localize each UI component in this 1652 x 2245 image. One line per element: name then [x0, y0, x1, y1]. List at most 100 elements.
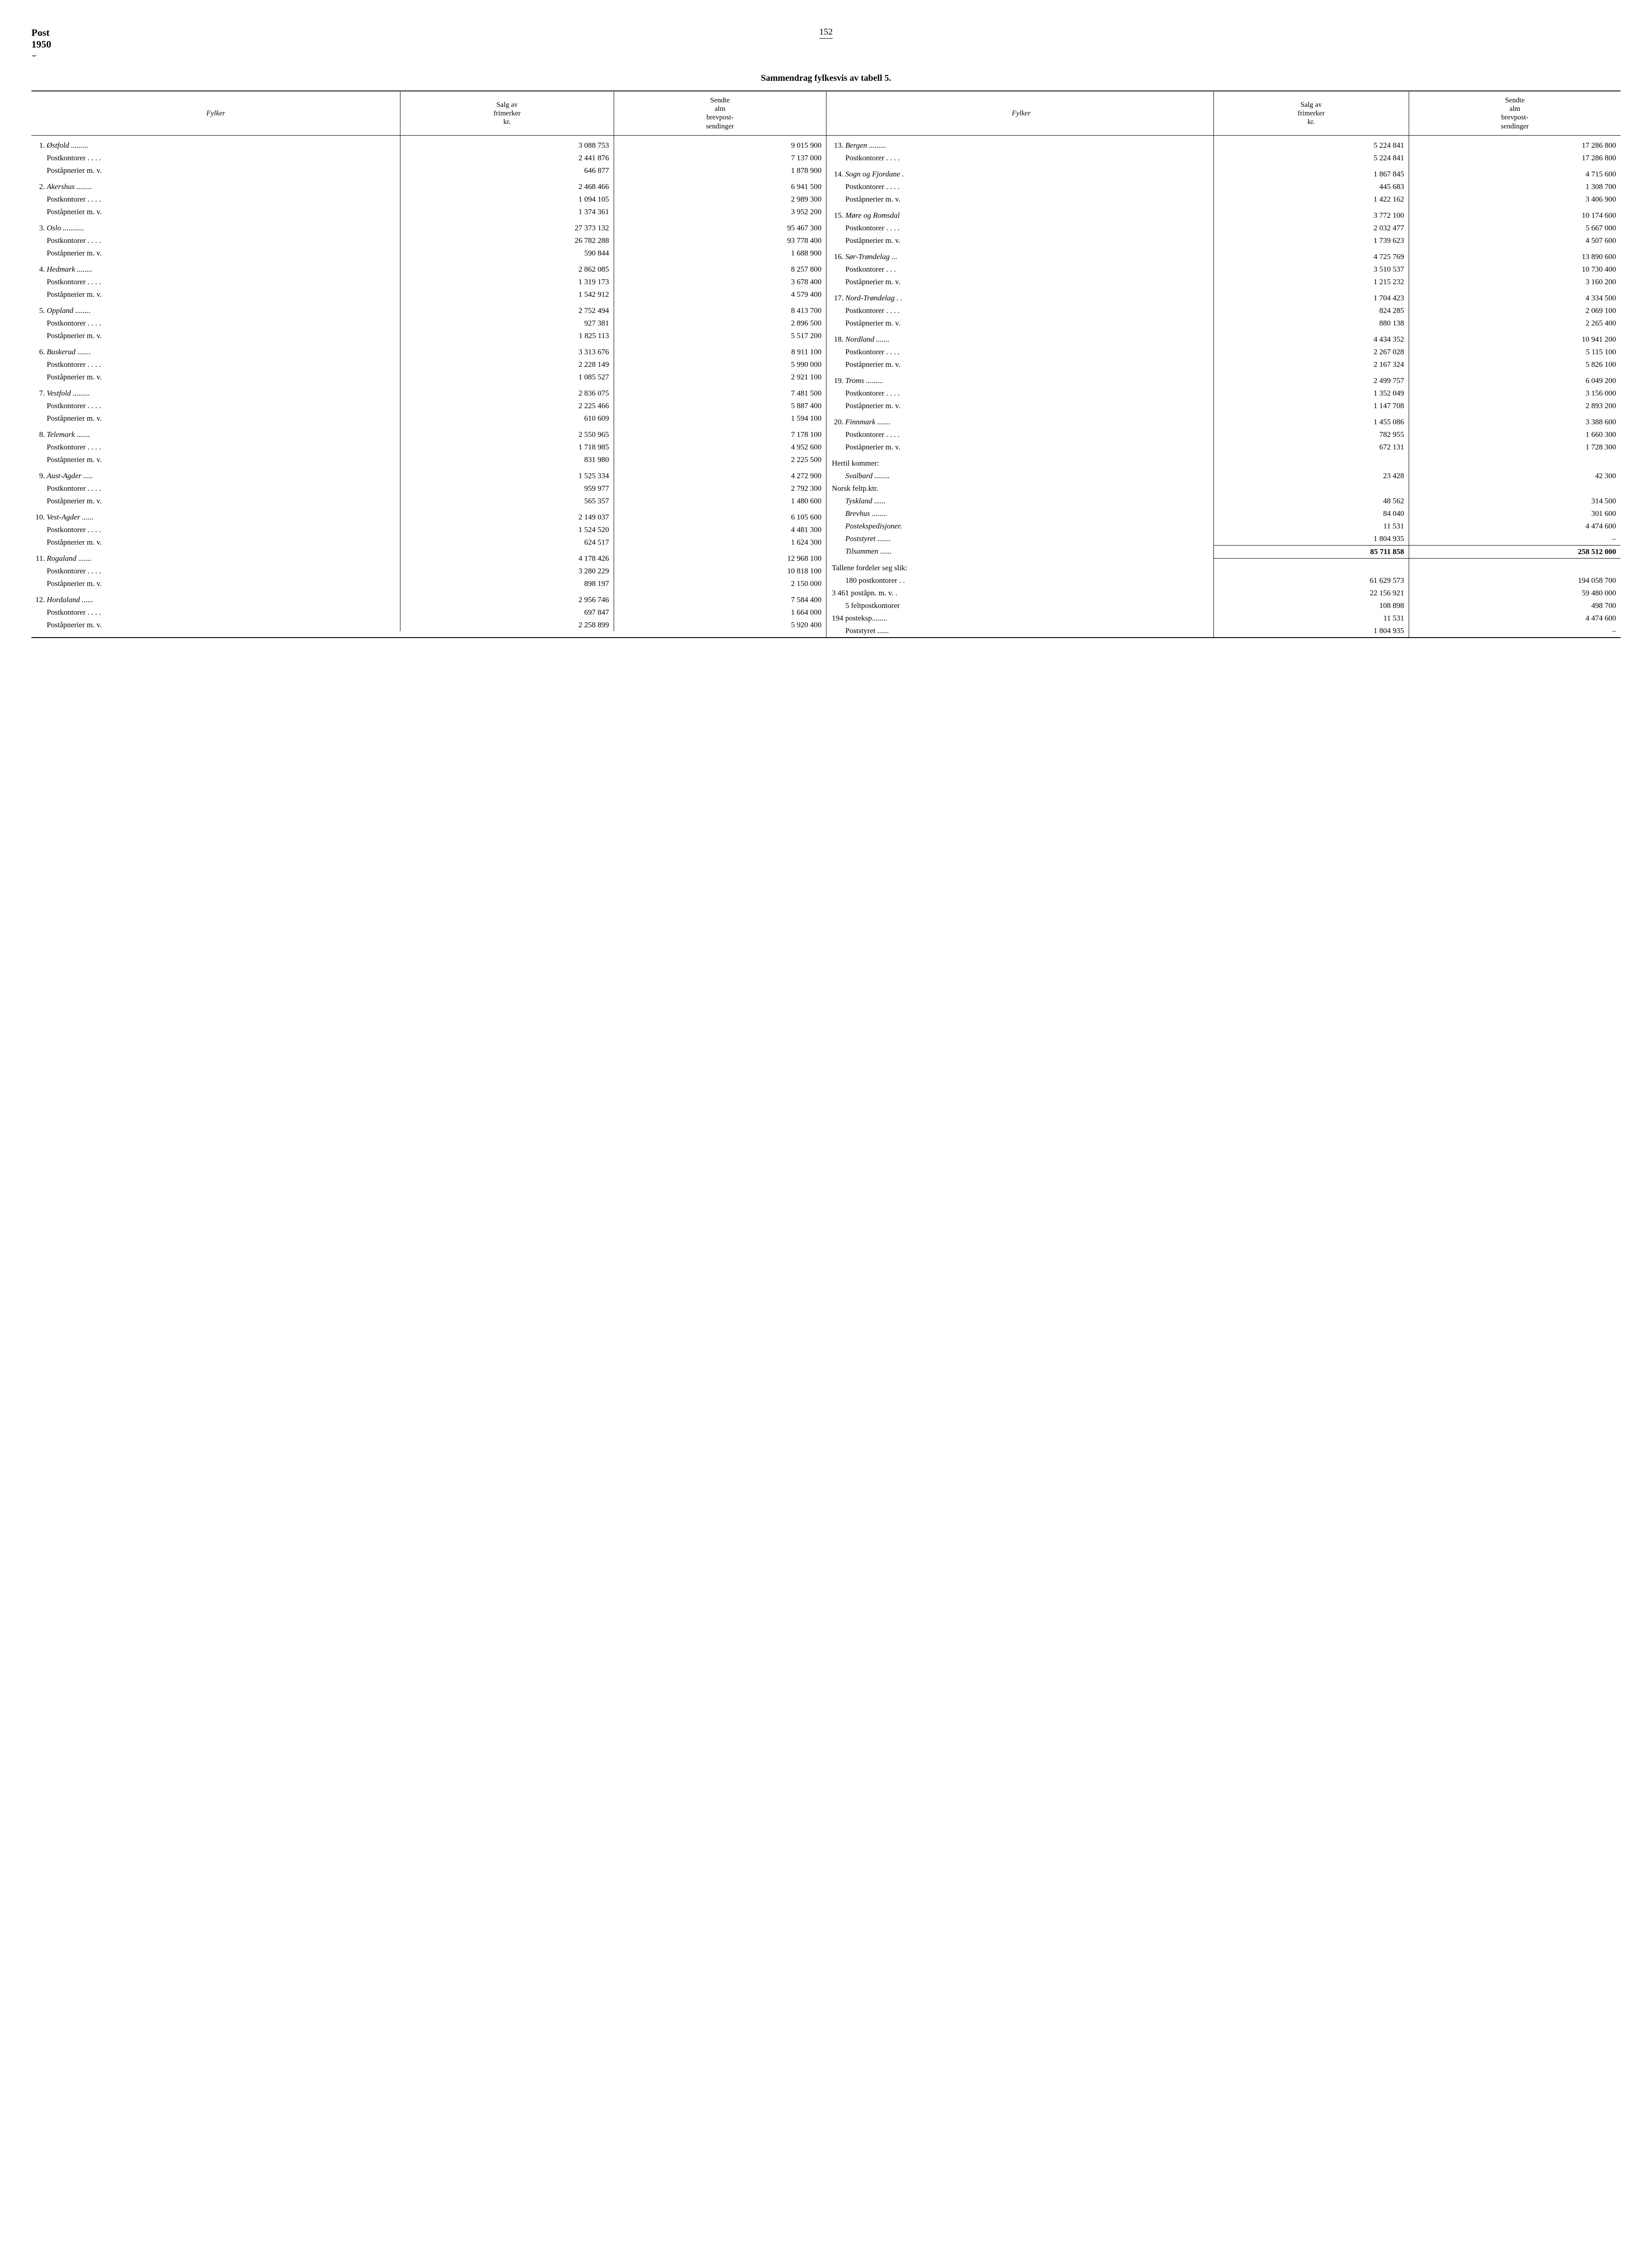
row-label: Poståpnerier m. v.	[826, 317, 1214, 330]
row-value-salg: 824 285	[1213, 304, 1409, 317]
row-value-salg: 2 167 324	[1213, 358, 1409, 371]
table-row: 10.Vest-Agder ......2 149 0376 105 600	[31, 507, 826, 524]
row-value-sendte: 10 730 400	[1409, 263, 1621, 276]
row-value-sendte: 301 600	[1409, 507, 1621, 520]
row-label: Postkontorer . . . .	[826, 222, 1214, 234]
row-value-salg: 2 752 494	[400, 301, 614, 317]
row-value-sendte: 59 480 000	[1409, 587, 1621, 599]
row-value-salg: 898 197	[400, 577, 614, 590]
table-row: 194 posteksp........11 5314 474 600	[826, 612, 1621, 625]
row-value-sendte: 7 178 100	[614, 425, 826, 441]
table-row: Hertil kommer:	[826, 453, 1621, 470]
row-value-salg: 1 094 105	[400, 193, 614, 206]
row-value-sendte: 2 921 100	[614, 371, 826, 383]
row-value-sendte: 42 300	[1409, 470, 1621, 482]
col-head-sendte-r: Sendte alm brevpost- sendinger	[1409, 92, 1621, 135]
row-label: Poststyret ......	[826, 625, 1214, 637]
row-value-salg: 2 550 965	[400, 425, 614, 441]
row-label: Postkontorer . . . .	[31, 482, 400, 495]
table-row: 6.Buskerud .......3 313 6768 911 100	[31, 342, 826, 358]
row-value-salg: 3 313 676	[400, 342, 614, 358]
row-value-sendte: 3 388 600	[1409, 412, 1621, 428]
swoosh-icon: ⌣	[31, 50, 51, 60]
row-label: 4.Hedmark ........	[31, 260, 400, 276]
row-value-salg: 2 258 899	[400, 619, 614, 631]
row-value-salg: 1 867 845	[1213, 164, 1409, 180]
row-label: 5 feltpostkontorer	[826, 599, 1214, 612]
row-value-sendte: 5 517 200	[614, 330, 826, 342]
row-label: 10.Vest-Agder ......	[31, 507, 400, 524]
label-post: Post	[31, 27, 51, 39]
row-value-salg: 108 898	[1213, 599, 1409, 612]
row-label: Poståpnerier m. v.	[826, 276, 1214, 288]
row-value-sendte: 4 715 600	[1409, 164, 1621, 180]
table-row: Poståpnerier m. v.565 3571 480 600	[31, 495, 826, 507]
row-label: 2.Akershus ........	[31, 177, 400, 193]
row-value-salg: 1 422 162	[1213, 193, 1409, 206]
table-row: Poståpnerier m. v.646 8771 878 900	[31, 164, 826, 177]
row-value-sendte: 5 887 400	[614, 400, 826, 412]
row-label: Postkontorer . . . .	[826, 387, 1214, 400]
row-value-sendte: 12 968 100	[614, 549, 826, 565]
col-head-sendte: Sendte alm brevpost- sendinger	[614, 92, 826, 135]
row-value-salg: 1 085 527	[400, 371, 614, 383]
row-value-salg: 590 844	[400, 247, 614, 260]
row-value-salg: 61 629 573	[1213, 574, 1409, 587]
row-value-salg: 1 215 232	[1213, 276, 1409, 288]
row-value-salg: 1 455 086	[1213, 412, 1409, 428]
row-label: Poståpnerier m. v.	[31, 495, 400, 507]
table-row: Postkontorer . . .3 510 53710 730 400	[826, 263, 1621, 276]
row-value-sendte: 2 069 100	[1409, 304, 1621, 317]
row-value-sendte: 4 952 600	[614, 441, 826, 453]
row-value-sendte: 2 265 400	[1409, 317, 1621, 330]
row-value-salg: 1 739 623	[1213, 234, 1409, 247]
row-value-sendte: 93 778 400	[614, 234, 826, 247]
row-value-salg: 672 131	[1213, 441, 1409, 453]
right-column: Fylker Salg av frimerker kr. Sendte alm …	[826, 92, 1621, 637]
table-row: Poståpnerier m. v.1 085 5272 921 100	[31, 371, 826, 383]
table-row: Poståpnerier m. v.2 167 3245 826 100	[826, 358, 1621, 371]
row-value-sendte: 10 818 100	[614, 565, 826, 577]
table-row: Postkontorer . . . .1 352 0493 156 000	[826, 387, 1621, 400]
row-value-sendte: 17 286 800	[1409, 152, 1621, 164]
row-value-salg: 3 280 229	[400, 565, 614, 577]
table-row: Poståpnerier m. v.1 542 9124 579 400	[31, 288, 826, 301]
row-value-sendte: 2 792 300	[614, 482, 826, 495]
row-value-salg	[1213, 482, 1409, 495]
table-row: Poståpnerier m. v.624 5171 624 300	[31, 536, 826, 549]
row-value-sendte: 3 156 000	[1409, 387, 1621, 400]
row-value-sendte: 3 678 400	[614, 276, 826, 288]
row-value-sendte: 2 225 500	[614, 453, 826, 466]
row-label: 18.Nordland .......	[826, 330, 1214, 346]
row-value-sendte: 13 890 600	[1409, 247, 1621, 263]
row-value-salg: 1 524 520	[400, 524, 614, 536]
row-value-salg: 11 531	[1213, 612, 1409, 625]
row-value-sendte: 1 878 900	[614, 164, 826, 177]
row-value-sendte: 8 911 100	[614, 342, 826, 358]
row-label: 9.Aust-Agder .....	[31, 466, 400, 482]
row-label: 17.Nord-Trøndelag . .	[826, 288, 1214, 304]
row-label: Tyskland ......	[826, 495, 1214, 507]
row-label: Poståpnerier m. v.	[826, 400, 1214, 412]
row-value-salg: 2 032 477	[1213, 222, 1409, 234]
row-value-salg: 84 040	[1213, 507, 1409, 520]
row-value-sendte: 1 480 600	[614, 495, 826, 507]
table-row: Poståpnerier m. v.590 8441 688 900	[31, 247, 826, 260]
row-value-salg: 927 381	[400, 317, 614, 330]
row-value-salg: 2 956 746	[400, 590, 614, 606]
row-label: 14.Sogn og Fjordane .	[826, 164, 1214, 180]
table-row: 19.Troms .........2 499 7576 049 200	[826, 371, 1621, 387]
row-label: Postkontorer . . . .	[826, 304, 1214, 317]
row-label: Poståpnerier m. v.	[31, 247, 400, 260]
row-value-salg	[1213, 453, 1409, 470]
row-value-salg: 2 468 466	[400, 177, 614, 193]
table-row: Postkontorer . . . .1 718 9854 952 600	[31, 441, 826, 453]
row-value-salg: 782 955	[1213, 428, 1409, 441]
row-value-salg: 5 224 841	[1213, 135, 1409, 152]
row-value-sendte: 3 160 200	[1409, 276, 1621, 288]
row-label: Postkontorer . . . .	[31, 152, 400, 164]
table-row: Poståpnerier m. v.1 215 2323 160 200	[826, 276, 1621, 288]
row-value-sendte: 6 105 600	[614, 507, 826, 524]
row-value-salg: 4 178 426	[400, 549, 614, 565]
row-value-sendte: 6 941 500	[614, 177, 826, 193]
